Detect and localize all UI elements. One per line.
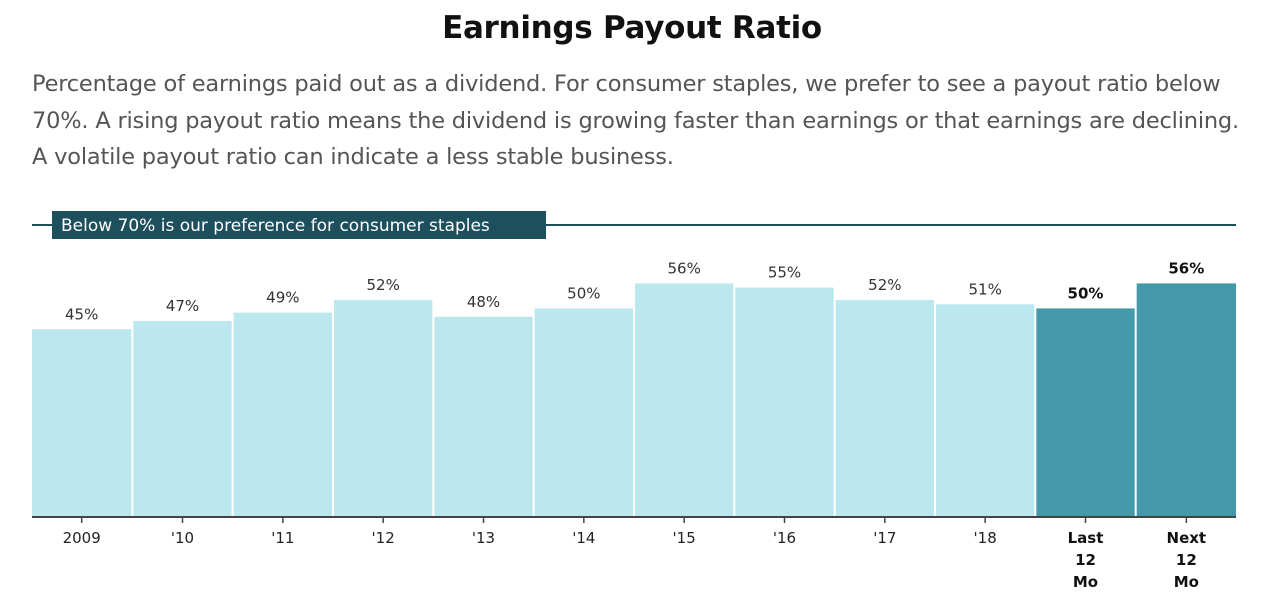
bar-0 [32, 329, 132, 517]
tick-label-2: '11 [271, 529, 294, 547]
bar-5 [534, 308, 633, 517]
value-label-8: 52% [868, 276, 901, 294]
value-label-9: 51% [968, 280, 1001, 298]
tick-label-0: 2009 [63, 529, 101, 547]
bar-7 [735, 287, 834, 517]
value-label-4: 48% [467, 293, 500, 311]
value-label-1: 47% [166, 297, 199, 315]
value-label-0: 45% [65, 305, 98, 323]
tick-label-11: Next 12 Mo [1167, 529, 1207, 591]
tick-label-7: '16 [773, 529, 796, 547]
tick-label-1: '10 [171, 529, 194, 547]
tick-label-3: '12 [372, 529, 395, 547]
value-label-3: 52% [366, 276, 399, 294]
tick-label-8: '17 [873, 529, 896, 547]
bar-8 [835, 300, 934, 517]
value-label-10: 50% [1068, 284, 1104, 302]
bar-10 [1036, 308, 1135, 517]
bar-11 [1136, 283, 1236, 517]
bar-1 [133, 320, 232, 517]
bar-6 [635, 283, 734, 517]
threshold-label-background [52, 211, 546, 239]
threshold-label: Below 70% is our preference for consumer… [61, 216, 490, 236]
tick-label-4: '13 [472, 529, 495, 547]
payout-ratio-bar-chart: Below 70% is our preference for consumer… [32, 211, 1236, 591]
value-label-11: 56% [1168, 259, 1204, 277]
bar-2 [233, 312, 332, 517]
chart-title: Earnings Payout Ratio [442, 10, 822, 46]
tick-label-5: '14 [572, 529, 595, 547]
tick-label-9: '18 [974, 529, 997, 547]
value-label-6: 56% [667, 259, 700, 277]
value-label-2: 49% [266, 289, 299, 307]
tick-label-10: Last 12 Mo [1068, 529, 1104, 591]
bar-4 [434, 316, 533, 517]
bar-9 [936, 304, 1035, 517]
value-label-7: 55% [768, 264, 801, 282]
bar-3 [334, 300, 433, 517]
chart-subtitle: Percentage of earnings paid out as a div… [32, 71, 1239, 170]
tick-label-6: '15 [673, 529, 696, 547]
value-label-5: 50% [567, 284, 600, 302]
